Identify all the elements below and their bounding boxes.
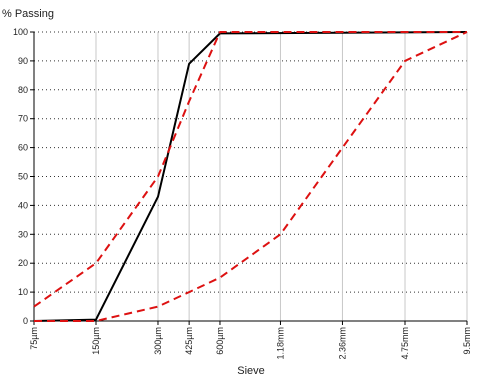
series-line-3 [34,31,468,322]
x-tick-label: 1.18mm [275,327,285,360]
x-tick-label: 4.75mm [400,327,410,360]
y-tick-label: 40 [18,200,28,210]
y-tick-label: 10 [18,287,28,297]
axes [30,31,468,325]
series-lines [33,31,468,322]
y-tick-label: 70 [18,114,28,124]
series-line-2 [33,31,467,308]
y-tick-label: 100 [13,27,28,37]
y-tick-labels: 0 10 20 30 40 50 60 70 80 90 100 [13,27,28,326]
x-tick-label: 150µm [91,327,101,355]
y-tick-label: 90 [18,56,28,66]
x-tick-label: 2.36mm [337,327,347,360]
x-tick-label: 75µm [29,327,39,350]
y-tick-label: 20 [18,258,28,268]
y-tick-label: 0 [23,316,28,326]
y-axis-title: % Passing [2,8,54,20]
series-line-1 [33,31,468,322]
y-tick-label: 80 [18,85,28,95]
y-tick-label: 50 [18,172,28,182]
x-tick-labels: 75µm 150µm 300µm 425µm 600µm 1.18mm 2.36mm 4.75… [29,327,472,360]
y-tick-label: 30 [18,229,28,239]
x-tick-label: 600µm [215,327,225,355]
x-tick-label: 9.5mm [462,327,472,355]
x-tick-label: 425µm [184,327,194,355]
grid [34,31,468,321]
y-tick-label: 60 [18,143,28,153]
x-tick-label: 300µm [153,327,163,355]
x-axis-title: Sieve [237,365,265,375]
